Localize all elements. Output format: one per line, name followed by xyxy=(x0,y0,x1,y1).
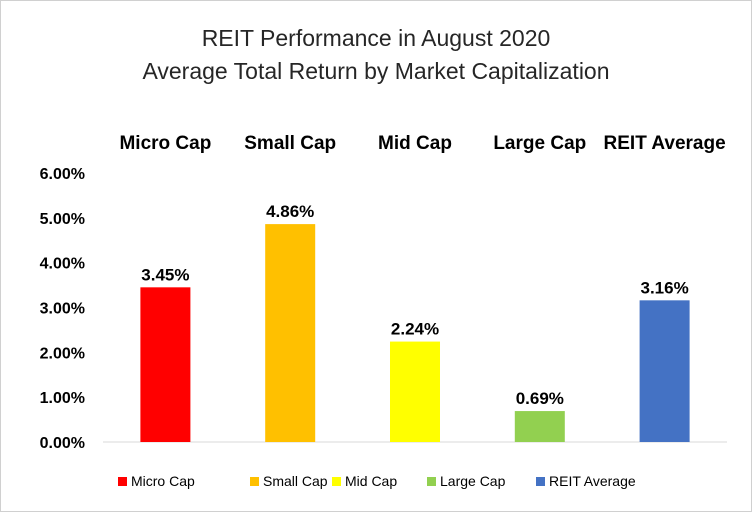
category-label-micro-cap: Micro Cap xyxy=(119,133,211,154)
legend-label-reit-average: REIT Average xyxy=(549,473,636,489)
data-label-large-cap: 0.69% xyxy=(516,389,564,408)
data-label-micro-cap: 3.45% xyxy=(141,265,189,284)
legend-label-large-cap: Large Cap xyxy=(440,473,506,489)
y-tick-label: 2.00% xyxy=(40,345,85,362)
bar-reit-average xyxy=(639,300,690,442)
category-label-reit-average: REIT Average xyxy=(604,133,726,154)
legend-swatch-mid-cap xyxy=(332,477,341,486)
data-label-mid-cap: 2.24% xyxy=(391,320,439,339)
y-axis-ticks: 0.00% 1.00% 2.00% 3.00% 4.00% 5.00% 6.00% xyxy=(40,166,85,452)
legend-swatch-micro-cap xyxy=(118,477,127,486)
legend-label-small-cap: Small Cap xyxy=(263,473,328,489)
category-label-mid-cap: Mid Cap xyxy=(378,133,452,154)
category-labels: Micro Cap Small Cap Mid Cap Large Cap REIT A… xyxy=(119,133,725,154)
legend-swatch-small-cap xyxy=(250,477,259,486)
y-tick-label: 6.00% xyxy=(40,166,85,183)
legend-label-mid-cap: Mid Cap xyxy=(345,473,397,489)
legend-swatch-reit-average xyxy=(536,477,545,486)
bar-micro-cap xyxy=(140,287,191,442)
chart-title: REIT Performance in August 2020 xyxy=(202,25,551,51)
bars xyxy=(140,224,690,442)
data-labels: 3.45% 4.86% 2.24% 0.69% 3.16% xyxy=(141,202,688,408)
y-tick-label: 4.00% xyxy=(40,256,85,273)
y-tick-label: 3.00% xyxy=(40,301,85,318)
chart-subtitle: Average Total Return by Market Capitaliz… xyxy=(142,58,609,84)
category-label-small-cap: Small Cap xyxy=(244,133,336,154)
data-label-small-cap: 4.86% xyxy=(266,202,314,221)
data-label-reit-average: 3.16% xyxy=(640,278,688,297)
bar-large-cap xyxy=(514,411,565,442)
legend-label-micro-cap: Micro Cap xyxy=(131,473,195,489)
y-tick-label: 1.00% xyxy=(40,390,85,407)
category-label-large-cap: Large Cap xyxy=(493,133,586,154)
bar-small-cap xyxy=(265,224,316,442)
legend-swatch-large-cap xyxy=(427,477,436,486)
y-tick-label: 0.00% xyxy=(40,435,85,452)
bar-mid-cap xyxy=(390,341,440,442)
legend: Micro Cap Small Cap Mid Cap Large Cap REIT A… xyxy=(118,473,636,489)
y-tick-label: 5.00% xyxy=(40,211,85,228)
